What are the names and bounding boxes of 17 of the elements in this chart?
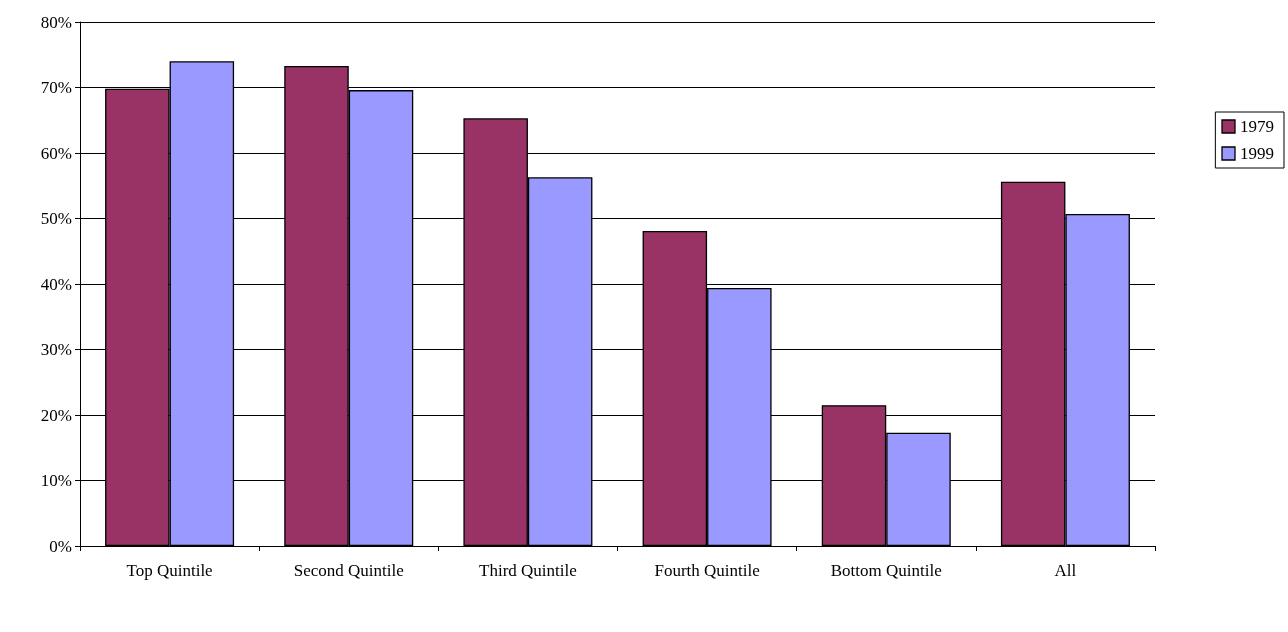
- x-tick-label: All: [1054, 561, 1077, 580]
- y-tick-label: 20%: [40, 405, 72, 425]
- y-tick-label: 40%: [40, 274, 72, 294]
- y-tick-label: 30%: [40, 340, 72, 359]
- y-tick-label: 70%: [40, 78, 72, 97]
- y-tick-label: 0%: [49, 536, 72, 556]
- y-tick-label: 10%: [40, 471, 72, 490]
- y-tick-label: 60%: [40, 143, 72, 163]
- legend-label: 1979: [1240, 117, 1274, 136]
- x-tick-label: Fourth Quintile: [654, 561, 760, 580]
- x-tick-label: Second Quintile: [293, 561, 404, 580]
- x-tick-label: Bottom Quintile: [830, 561, 942, 580]
- legend-label: 1999: [1240, 144, 1274, 163]
- y-tick-label: 50%: [40, 209, 72, 228]
- x-tick-label: Top Quintile: [126, 561, 213, 580]
- y-tick-label: 80%: [40, 12, 72, 32]
- x-tick-label: Third Quintile: [479, 561, 577, 580]
